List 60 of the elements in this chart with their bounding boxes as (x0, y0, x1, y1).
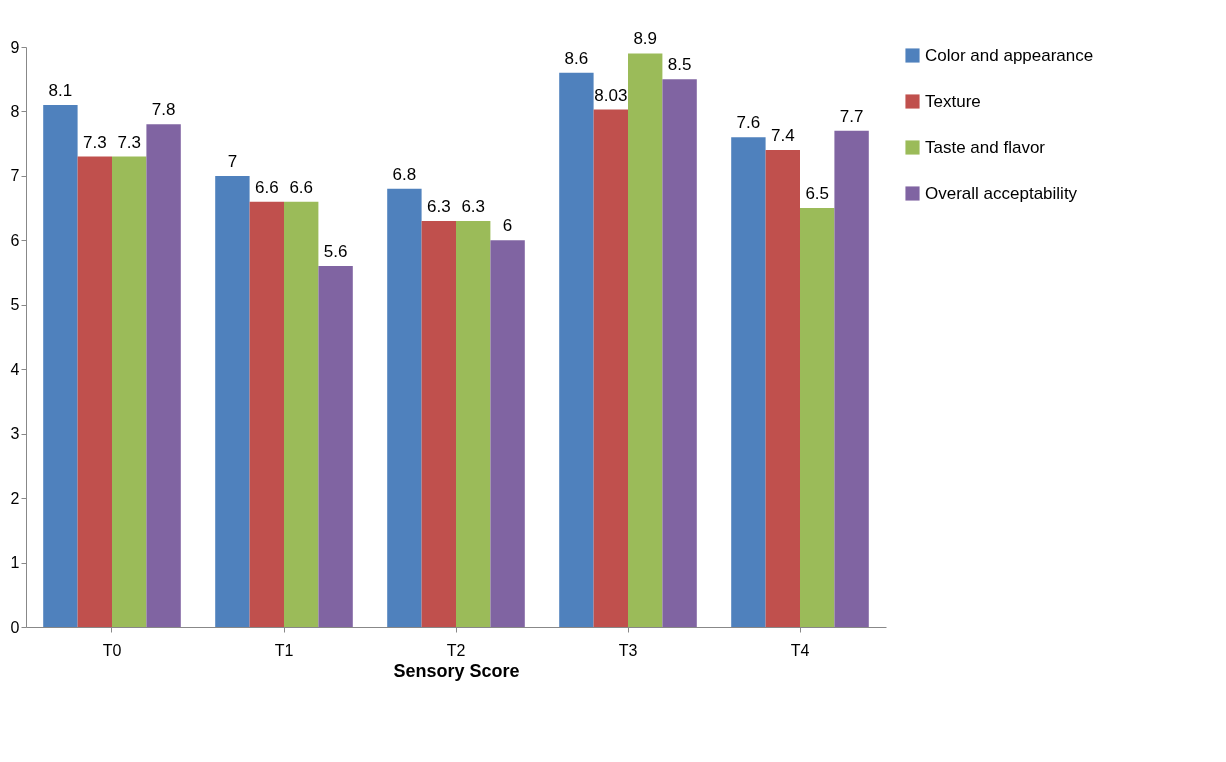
data-label: 6.3 (426, 197, 451, 216)
bar (318, 266, 353, 627)
data-label: 8.5 (667, 55, 692, 75)
data-label: 6.3 (461, 197, 486, 216)
y-tick-label: 7 (10, 167, 20, 185)
bar (249, 201, 284, 627)
y-tick-label: 3 (10, 425, 20, 443)
y-tick-label: 4 (10, 360, 20, 378)
bar (387, 188, 422, 627)
bar (765, 150, 800, 627)
data-label: 6.5 (805, 184, 830, 204)
bar (834, 130, 869, 627)
data-label: 8.03 (594, 85, 628, 105)
data-label: 7.6 (736, 113, 761, 133)
bar (559, 72, 594, 627)
y-tick-label: 0 (10, 618, 20, 636)
legend-label: Overall acceptability (925, 183, 1078, 203)
y-tick-label: 1 (10, 554, 20, 572)
bar (215, 175, 250, 627)
y-tick-label: 2 (10, 489, 20, 507)
y-tick-label: 6 (10, 231, 20, 249)
data-label: 7.8 (151, 100, 176, 120)
y-tick-label: 5 (10, 296, 20, 314)
data-label: 6.6 (289, 177, 314, 197)
bar (284, 201, 319, 627)
x-tick-label: T4 (790, 641, 810, 659)
bar (421, 221, 456, 627)
data-label: 7.4 (770, 126, 795, 146)
bar (593, 109, 628, 627)
data-label: 6 (502, 216, 513, 236)
data-label: 8.1 (48, 81, 73, 100)
x-tick-label: T0 (102, 641, 122, 659)
data-label: 7.3 (82, 132, 107, 152)
y-tick-label: 9 (10, 38, 20, 56)
bar (43, 105, 78, 627)
data-label: 8.6 (564, 48, 589, 68)
data-label: 7.7 (839, 106, 864, 126)
bar (146, 124, 181, 627)
data-label: 6.6 (254, 177, 279, 197)
bar (456, 221, 491, 627)
data-label: 7.3 (117, 132, 142, 152)
bar (662, 79, 697, 627)
data-label: 7 (227, 151, 238, 171)
x-tick-label: T2 (446, 641, 466, 659)
data-label: 5.6 (323, 242, 348, 262)
x-axis-title: Sensory Score (393, 660, 520, 681)
bar (112, 156, 147, 627)
x-tick-label: T1 (274, 641, 294, 659)
bar (490, 240, 525, 627)
y-tick-label: 8 (10, 102, 20, 120)
data-label: 6.8 (392, 164, 417, 184)
bar (77, 156, 112, 627)
bar (731, 137, 766, 627)
legend-label: Texture (925, 91, 981, 111)
legend-label: Taste and flavor (925, 137, 1046, 157)
bar (800, 208, 835, 627)
bar (628, 53, 663, 627)
x-tick-label: T3 (618, 641, 638, 659)
data-label: 8.9 (633, 29, 658, 49)
legend-label: Color and appearance (925, 45, 1094, 65)
